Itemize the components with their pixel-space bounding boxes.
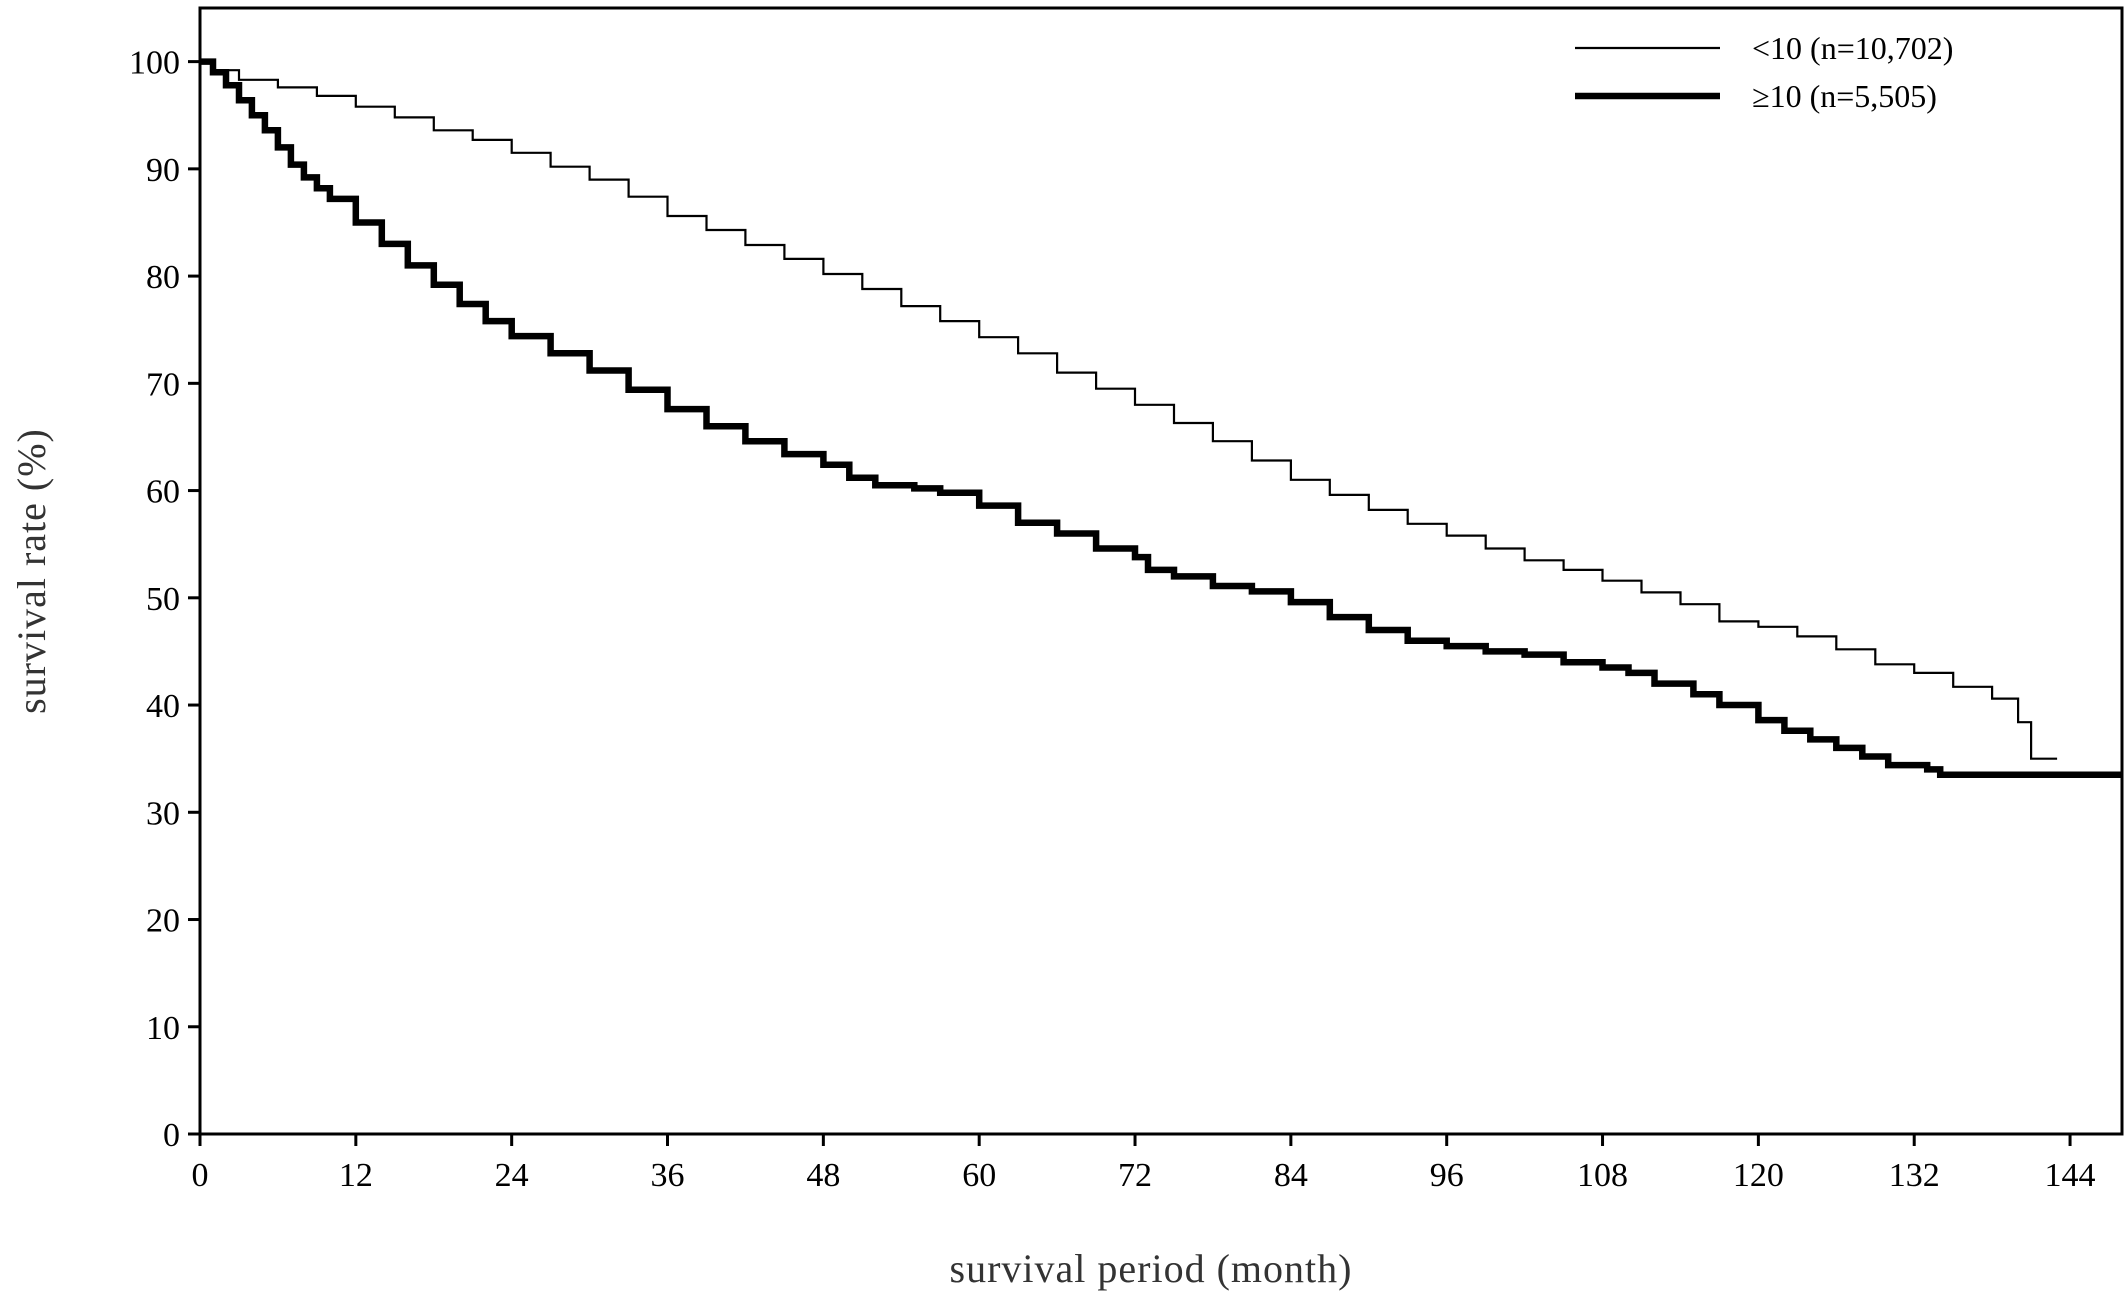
x-tick-label: 48: [806, 1157, 840, 1194]
series-layer: [200, 58, 2122, 779]
x-tick-label: 0: [192, 1157, 209, 1194]
y-tick-label: 30: [146, 795, 180, 832]
x-tick-label: 144: [2045, 1157, 2096, 1194]
x-axis-title: survival period (month): [950, 1246, 1353, 1291]
x-tick-label: 60: [962, 1157, 996, 1194]
plot-frame: [198, 6, 2124, 1136]
x-tick-label: 96: [1430, 1157, 1464, 1194]
y-tick-label: 80: [146, 259, 180, 296]
legend: <10 (n=10,702) ≥10 (n=5,505): [1575, 30, 1953, 114]
x-tick-label: 108: [1577, 1157, 1628, 1194]
y-tick-label: 90: [146, 152, 180, 189]
y-tick-label: 100: [129, 45, 180, 82]
y-axis-title: survival rate (%): [9, 428, 54, 714]
x-tick-label: 84: [1274, 1157, 1308, 1194]
y-tick-label: 20: [146, 903, 180, 940]
x-tick-label: 120: [1733, 1157, 1784, 1194]
y-tick-label: 40: [146, 688, 180, 725]
y-tick-label: 60: [146, 474, 180, 511]
x-tick-label: 24: [495, 1157, 529, 1194]
x-axis-ticks: 0 12 24 36 48 60 72 84 96 108 120 132 144: [192, 1134, 2096, 1194]
y-tick-label: 50: [146, 581, 180, 618]
y-tick-label: 70: [146, 366, 180, 403]
x-tick-label: 72: [1118, 1157, 1152, 1194]
x-tick-label: 36: [651, 1157, 685, 1194]
series-line-ge10: [200, 58, 2122, 779]
axes: [198, 6, 2124, 1136]
legend-label-ge10: ≥10 (n=5,505): [1752, 78, 1937, 114]
y-tick-label: 10: [146, 1010, 180, 1047]
x-tick-label: 12: [339, 1157, 373, 1194]
x-tick-label: 132: [1889, 1157, 1940, 1194]
y-tick-label: 0: [163, 1117, 180, 1154]
y-axis-ticks: 0 10 20 30 40 50 60 70 80 90 100: [129, 45, 200, 1154]
legend-label-lt10: <10 (n=10,702): [1752, 30, 1953, 66]
series-line-lt10: [200, 60, 2058, 760]
